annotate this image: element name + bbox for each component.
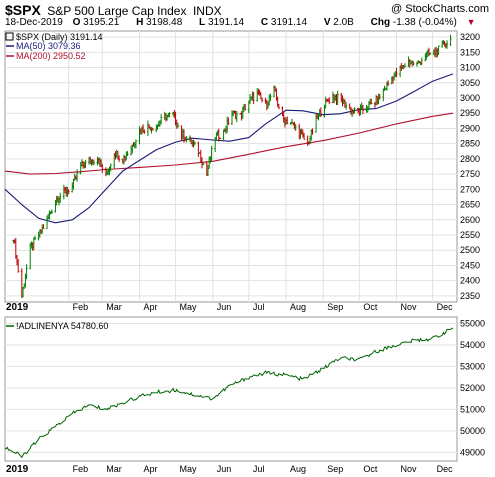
y-tick-label: 2350: [460, 291, 480, 301]
quote-high: H 3198.48: [136, 17, 183, 28]
x-tick-label: Oct: [363, 464, 378, 474]
x-tick-label-year: 2019: [6, 302, 29, 313]
index-name: S&P 500 Large Cap Index: [47, 4, 187, 18]
x-tick-label: Aug: [290, 464, 306, 474]
x-tick-label: Mar: [106, 464, 122, 474]
x-tick-label: May: [180, 302, 198, 312]
legend-swatch-price: [5, 32, 14, 41]
x-tick-label: Apr: [144, 464, 158, 474]
x-tick-label: Jul: [253, 302, 265, 312]
y-tick-label: 2800: [460, 154, 480, 164]
quote-row: 18-Dec-2019 O 3195.21 H 3198.48 L 3191.1…: [5, 17, 490, 28]
y-tick-label: 2750: [460, 169, 480, 179]
quote-low: L 3191.14: [199, 17, 245, 28]
y-tick-label: 52000: [460, 383, 485, 393]
x-tick-label: Feb: [73, 302, 89, 312]
y-tick-label: 3100: [460, 63, 480, 73]
chart-title: $SPX S&P 500 Large Cap Index INDX: [5, 2, 222, 18]
y-tick-label: 2500: [460, 245, 480, 255]
x-tick-label: Feb: [73, 464, 89, 474]
legend-price: $SPX (Daily) 3191.14: [16, 32, 103, 42]
legend-ma50: MA(50) 3079.36: [16, 41, 81, 51]
x-tick-label: Dec: [437, 464, 454, 474]
quote-date: 18-Dec-2019: [5, 17, 63, 28]
x-tick-label: Nov: [401, 302, 418, 312]
x-tick-label: Sep: [327, 464, 343, 474]
y-tick-label: 3150: [460, 47, 480, 57]
y-tick-label: 49000: [460, 447, 485, 457]
plot-area-1: [4, 316, 458, 462]
exchange-name: INDX: [192, 4, 222, 18]
x-tick-label-year: 2019: [6, 464, 29, 475]
x-tick-label: Mar: [106, 302, 122, 312]
quote-close: C 3191.14: [260, 17, 308, 28]
x-tick-label: Jun: [217, 464, 232, 474]
y-tick-label: 2650: [460, 200, 480, 210]
quote-open: O 3195.21: [72, 17, 120, 28]
y-tick-label: 2400: [460, 276, 480, 286]
quote-change: Chg -1.38 (-0.04%) ▼: [370, 17, 476, 28]
y-tick-label: 55000: [460, 318, 485, 328]
quote-volume: V 2.0B: [323, 17, 354, 28]
brand-watermark: @ StockCharts.com: [391, 3, 489, 15]
x-tick-label: Aug: [290, 302, 306, 312]
y-tick-label: 51000: [460, 404, 485, 414]
x-tick-label: Oct: [363, 302, 378, 312]
y-tick-label: 53000: [460, 361, 485, 371]
legend-adline: !ADLINENYA 54780.60: [16, 321, 108, 331]
ma200-line: [4, 112, 454, 175]
x-tick-label: Apr: [144, 302, 158, 312]
x-tick-label: Dec: [437, 302, 454, 312]
y-tick-label: 50000: [460, 426, 485, 436]
y-tick-label: 2950: [460, 108, 480, 118]
ticker-symbol: $SPX: [5, 2, 41, 18]
legend-ma200: MA(200) 2950.52: [16, 51, 86, 61]
x-tick-label: Nov: [401, 464, 418, 474]
y-tick-label: 2600: [460, 215, 480, 225]
y-tick-label: 3200: [460, 32, 480, 42]
y-tick-label: 3050: [460, 78, 480, 88]
x-tick-label: May: [180, 464, 198, 474]
y-tick-label: 2850: [460, 139, 480, 149]
x-tick-label: Jun: [217, 302, 232, 312]
adline-series: [4, 327, 454, 459]
ma50-line: [4, 73, 454, 224]
down-arrow-icon: ▼: [466, 17, 476, 27]
y-tick-label: 3000: [460, 93, 480, 103]
x-tick-label: Sep: [327, 302, 343, 312]
y-tick-label: 54000: [460, 340, 485, 350]
x-tick-label: Jul: [253, 464, 265, 474]
plot-area-0: [4, 30, 458, 303]
y-tick-label: 2700: [460, 184, 480, 194]
y-tick-label: 2900: [460, 123, 480, 133]
y-tick-label: 2450: [460, 260, 480, 270]
y-tick-label: 2550: [460, 230, 480, 240]
